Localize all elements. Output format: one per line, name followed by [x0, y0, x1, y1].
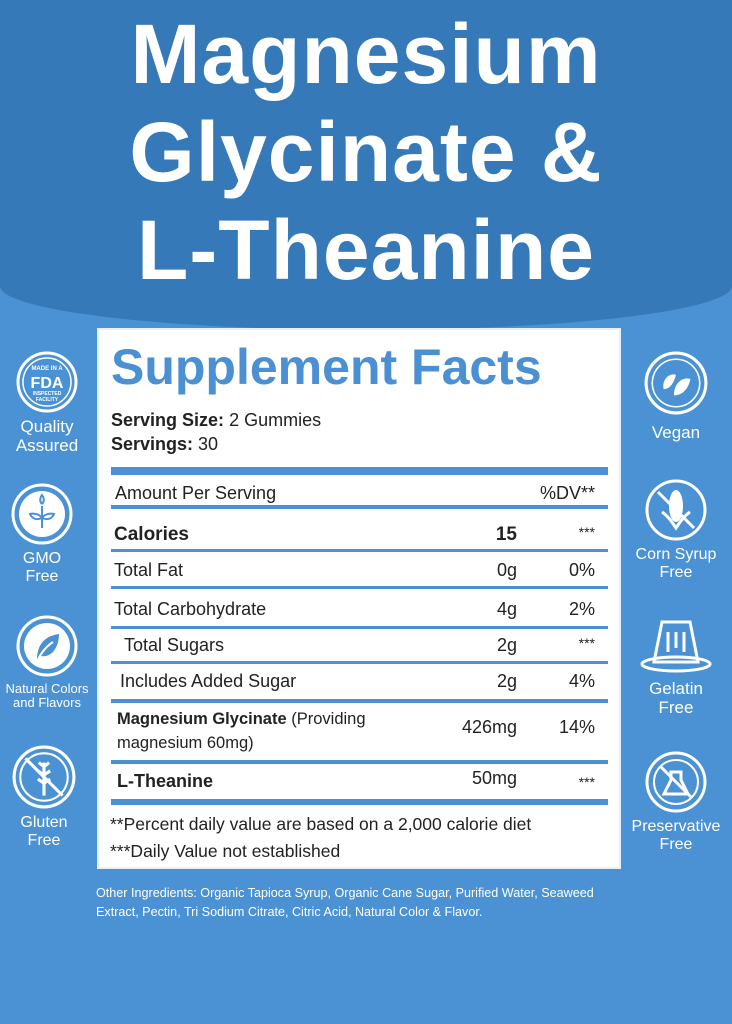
sprout-icon: [11, 483, 73, 545]
servings-label: Servings:: [111, 434, 194, 454]
footnote-2: ***Daily Value not established: [110, 841, 341, 861]
svg-text:FDA: FDA: [31, 375, 64, 392]
row-amount: 15: [495, 524, 517, 545]
badge-gelatin-free: Gelatin Free: [626, 612, 726, 717]
row-amount: 50mg: [471, 768, 517, 788]
gelatin-icon: [640, 620, 712, 673]
footnote-1: **Percent daily value are based on a 2,0…: [110, 814, 532, 834]
badge-label: Natural Colors and Flavors: [5, 681, 89, 711]
divider: [111, 760, 608, 764]
row-name: Calories: [114, 524, 189, 545]
row-amount: 4g: [496, 599, 517, 619]
row-amount: 426mg: [461, 717, 517, 737]
row-amount: 2g: [496, 671, 517, 691]
badge-gmo-free: GMO Free: [0, 482, 92, 585]
header-band: [0, 0, 732, 330]
row-amount: 2g: [496, 635, 517, 655]
badge-label: Corn Syrup Free: [635, 546, 717, 581]
amount-header: Amount Per Serving: [115, 483, 277, 503]
row-name: Total Carbohydrate: [114, 599, 267, 619]
other-ingredients: Other Ingredients: Organic Tapioca Syrup…: [96, 886, 594, 919]
divider: [111, 661, 608, 664]
badge-label: Gelatin Free: [649, 679, 703, 717]
badge-label: Vegan: [651, 423, 701, 442]
svg-text:MADE IN A: MADE IN A: [31, 366, 63, 372]
divider-thick: [111, 799, 608, 805]
row-name: Total Fat: [114, 560, 184, 580]
row-amount: 0g: [496, 560, 517, 580]
divider: [111, 699, 608, 703]
row-dv: 14%: [558, 717, 595, 737]
servings: Servings: 30: [111, 434, 218, 455]
divider: [111, 586, 608, 589]
facts-heading: Supplement Facts: [111, 339, 542, 395]
dv-header: %DV**: [539, 483, 595, 503]
vegan-leaves-icon: [644, 351, 708, 415]
row-name-line1: Magnesium Glycinate (Providing: [117, 710, 366, 729]
badge-label: GMO Free: [22, 550, 62, 585]
divider: [111, 626, 608, 629]
row-note-2: magnesium 60mg): [117, 734, 254, 752]
svg-text:FACILITY: FACILITY: [36, 397, 59, 403]
badge-label: Preservative Free: [631, 818, 721, 853]
badge-quality-assured: MADE IN A FDA INSPECTED FACILITY Quality As…: [0, 350, 97, 455]
corn-crossed-icon: [645, 479, 707, 541]
divider: [111, 505, 608, 509]
flask-crossed-icon: [645, 751, 707, 813]
supplement-facts-panel: Supplement Facts Serving Size: 2 Gummies…: [97, 328, 621, 869]
badge-natural-colors: Natural Colors and Flavors: [0, 614, 97, 711]
row-dv: ***: [578, 524, 595, 540]
badge-corn-syrup-free: Corn Syrup Free: [621, 478, 731, 581]
row-dv: 4%: [568, 671, 595, 691]
serving-size-label: Serving Size:: [111, 410, 225, 430]
serving-size: Serving Size: 2 Gummies: [111, 410, 321, 431]
row-note: (Providing: [291, 710, 366, 728]
serving-size-value: 2 Gummies: [229, 410, 322, 430]
wheat-crossed-icon: [12, 745, 76, 809]
divider: [111, 549, 608, 552]
badge-label: Quality Assured: [15, 417, 79, 455]
svg-text:INSPECTED: INSPECTED: [33, 391, 62, 397]
badge-preservative-free: Preservative Free: [621, 750, 731, 853]
row-name: Magnesium Glycinate: [117, 710, 287, 728]
title-line-1: Magnesium: [130, 7, 602, 101]
badge-label: Gluten Free: [20, 814, 68, 849]
divider-thick: [111, 467, 608, 475]
row-name: Total Sugars: [124, 635, 225, 655]
badge-gluten-free: Gluten Free: [0, 744, 94, 849]
servings-value: 30: [198, 434, 219, 454]
row-name: L-Theanine: [117, 771, 214, 791]
row-name: Includes Added Sugar: [120, 671, 297, 691]
title-line-3: L-Theanine: [136, 203, 595, 297]
row-dv: 2%: [568, 599, 595, 619]
row-dv: ***: [578, 635, 595, 651]
row-dv: 0%: [568, 560, 595, 580]
leaf-icon: [16, 615, 78, 677]
row-dv: ***: [578, 774, 595, 790]
title-line-2: Glycinate &: [129, 105, 603, 199]
badge-vegan: Vegan: [626, 350, 726, 443]
